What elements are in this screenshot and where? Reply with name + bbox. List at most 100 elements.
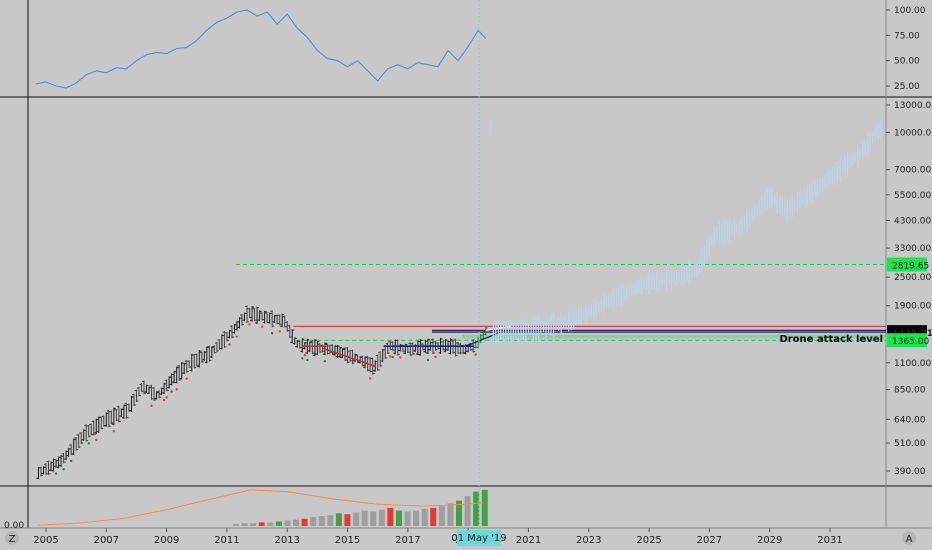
oscillator-pane <box>35 9 487 89</box>
volume-bar <box>318 516 325 526</box>
signal-marker <box>323 359 327 363</box>
price-tick-label: 5500.00 <box>894 191 931 201</box>
signal-marker <box>185 377 188 380</box>
signal-marker <box>301 357 304 360</box>
x-tick-label: 2029 <box>757 535 782 546</box>
osc-tick-label: 50.00 <box>894 57 920 67</box>
level-badge-label: 1365.00 <box>892 337 929 347</box>
x-tick-label: 2021 <box>516 535 541 546</box>
signal-marker <box>474 353 477 356</box>
timezone-button-circle[interactable] <box>5 531 19 545</box>
signal-marker <box>87 442 90 445</box>
volume-bar <box>464 496 471 526</box>
signal-marker <box>426 358 430 362</box>
signal-marker <box>112 429 116 433</box>
osc-tick-label: 75.00 <box>894 31 920 41</box>
volume-bar <box>361 510 368 526</box>
x-tick-label: 2025 <box>636 535 661 546</box>
price-pane <box>36 119 886 480</box>
volume-bar <box>241 523 248 526</box>
volume-bar <box>327 515 334 526</box>
volume-bar <box>267 522 274 526</box>
price-tick-label: 10000.00 <box>894 128 932 138</box>
price-tick-label: 390.00 <box>894 467 926 477</box>
signal-marker <box>165 396 168 399</box>
price-tick-label: 640.00 <box>894 415 926 425</box>
x-tick-label: 2017 <box>395 535 420 546</box>
volume-bar <box>473 491 480 526</box>
signal-marker <box>69 459 73 463</box>
price-tick-label: 850.00 <box>894 386 926 396</box>
volume-bar <box>344 514 351 526</box>
volume-bar <box>387 507 394 526</box>
volume-bar <box>232 524 239 526</box>
volume-bar <box>456 500 463 526</box>
volume-bar <box>275 521 282 526</box>
price-tick-label: 13000.00 <box>894 101 932 111</box>
volume-bar <box>430 507 437 526</box>
signal-marker <box>54 472 58 475</box>
volume-bar <box>310 516 317 526</box>
signal-marker <box>248 323 251 326</box>
price-tick-label: 1900.00 <box>894 302 931 312</box>
support-zone <box>462 334 886 339</box>
x-tick-label: 2011 <box>214 535 239 546</box>
price-tick-label: 2500.00 <box>894 273 931 283</box>
timezone-button[interactable]: Z <box>9 534 16 545</box>
signal-marker <box>235 335 239 338</box>
volume-bar <box>395 510 402 526</box>
oscillator-line <box>35 9 487 89</box>
volume-bar <box>284 520 291 526</box>
x-tick-label: 2015 <box>335 535 360 546</box>
level-badge <box>887 333 927 348</box>
signal-marker <box>270 332 274 335</box>
volume-bar <box>378 509 385 526</box>
signal-marker <box>150 404 153 408</box>
price-tick-label: 3300.00 <box>894 244 931 254</box>
signal-marker <box>278 330 281 333</box>
crosshair-date-box <box>457 530 501 546</box>
volume-bar <box>335 513 342 526</box>
auto-scale-button[interactable]: A <box>906 534 913 545</box>
axes: 100.00 75.00 50.00 25.00 13000.00 10000.00 700… <box>4 6 932 546</box>
x-tick-label: 2027 <box>697 535 722 546</box>
signal-marker <box>303 354 307 357</box>
volume-bar <box>250 523 257 526</box>
volume-bar <box>481 489 488 526</box>
volume-bar <box>258 522 265 526</box>
price-tick-label: 7000.00 <box>894 166 931 176</box>
price-tick-label: 1100.00 <box>894 359 931 369</box>
signal-marker <box>228 343 231 346</box>
volume-bar <box>404 511 411 526</box>
auto-scale-button-circle[interactable] <box>902 531 916 545</box>
volume-bar <box>438 506 445 526</box>
osc-tick-label: 100.00 <box>894 6 926 16</box>
x-tick-label: 2009 <box>154 535 179 546</box>
decline-arrow <box>323 347 375 367</box>
signal-marker <box>368 377 372 380</box>
x-tick-label: 2005 <box>33 535 58 546</box>
signal-marker <box>391 355 394 359</box>
volume-bar <box>370 511 377 526</box>
drone-attack-annotation: Drone attack level <box>779 334 883 345</box>
price-tick-label: 4300.00 <box>894 216 931 226</box>
signal-marker <box>175 388 178 391</box>
volume-bar <box>293 519 300 526</box>
osc-tick-label: 25.00 <box>894 82 920 92</box>
x-tick-label: 2007 <box>94 535 119 546</box>
x-tick-label: 2013 <box>275 535 300 546</box>
volume-bar <box>353 512 360 526</box>
volume-bar <box>301 518 308 526</box>
signal-marker <box>170 390 173 393</box>
level-badge-label: 2819.65 <box>892 262 929 272</box>
signal-marker <box>260 325 264 328</box>
volume-bar <box>413 510 420 526</box>
volume-bar <box>447 503 454 526</box>
x-tick-label: 2023 <box>576 535 601 546</box>
x-tick-label: 2031 <box>817 535 842 546</box>
signal-marker <box>434 355 437 359</box>
crosshair-date-label: 01 May '19 <box>451 533 506 544</box>
